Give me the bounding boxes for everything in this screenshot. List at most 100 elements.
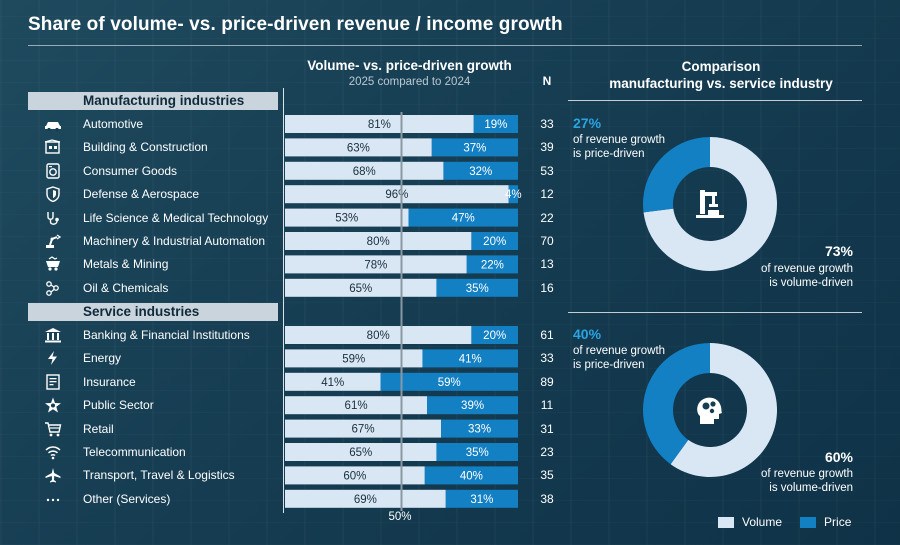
n-value-building-construction: 39: [540, 140, 554, 155]
n-value-public-sector: 11: [540, 398, 554, 413]
chart-subtitle: 2025 compared to 2024: [348, 76, 471, 88]
bar-volume-oil-chemicals: [285, 278, 437, 297]
robot-arm-icon: [42, 232, 64, 250]
bar-price-label-telecommunication: 35%: [466, 447, 489, 459]
bar-price-label-retail: 33%: [468, 424, 491, 436]
row-label-automotive: Automotive: [83, 117, 144, 131]
n-value-insurance: 89: [540, 374, 554, 389]
building-icon: [42, 138, 64, 156]
row-label-oil-chemicals: Oil & Chemicals: [83, 280, 169, 295]
bar-volume-label-transport-travel-logistics: 60%: [343, 470, 366, 482]
shopping-cart-icon: [42, 420, 64, 438]
bar-volume-label-insurance: 41%: [321, 377, 344, 389]
n-value-metals-mining: 13: [540, 257, 554, 272]
bar-price-retail: [441, 419, 518, 438]
manufacturing-volume-pct: 73%: [824, 243, 853, 259]
bar-volume-label-energy: 59%: [342, 353, 365, 365]
bar-volume-public-sector: [285, 396, 428, 415]
bar-volume-label-retail: 67%: [352, 424, 375, 436]
title-divider: [28, 45, 862, 46]
legend: Volume Price: [718, 515, 869, 529]
n-value-defense-aerospace: 12: [540, 187, 554, 202]
bar-price-label-public-sector: 39%: [461, 400, 484, 412]
bar-price-metals-mining: [466, 255, 518, 274]
bar-price-machinery-industrial-automation: [471, 232, 518, 250]
bar-volume-label-oil-chemicals: 65%: [349, 283, 372, 295]
bar-price-label-energy: 41%: [459, 353, 482, 365]
service-price-note: of revenue growth is price-driven: [573, 344, 665, 372]
row-label-life-science-medical-technology: Life Science & Medical Technology: [83, 210, 269, 225]
n-value-consumer-goods: 53: [540, 163, 554, 178]
bar-volume-metals-mining: [285, 255, 467, 274]
legend-volume-swatch: [718, 516, 734, 528]
washing-machine-icon: [42, 162, 64, 180]
bar-volume-label-public-sector: 61%: [345, 400, 368, 412]
bar-volume-automotive: [285, 115, 474, 133]
bar-price-label-banking-financial-institutions: 20%: [483, 330, 506, 342]
bar-price-public-sector: [427, 396, 518, 415]
comparison-title-line2: manufacturing vs. service industry: [609, 76, 833, 91]
bar-volume-label-other-services: 69%: [354, 494, 377, 506]
bar-volume-label-life-science-medical-technology: 53%: [335, 213, 358, 225]
bar-price-label-transport-travel-logistics: 40%: [460, 470, 483, 482]
ellipsis-icon: [42, 490, 64, 508]
donut-price-slice-service: [643, 343, 710, 465]
row-label-other-services: Other (Services): [83, 491, 171, 506]
bar-price-label-automotive: 19%: [484, 119, 507, 131]
bank-icon: [42, 326, 64, 344]
row-label-banking-financial-institutions: Banking & Financial Institutions: [83, 328, 250, 342]
section-manufacturing: Manufacturing industries: [28, 92, 278, 110]
service-volume-note-line2: is volume-driven: [769, 482, 853, 494]
bar-volume-label-consumer-goods: 68%: [353, 166, 376, 178]
bar-volume-insurance: [285, 372, 381, 391]
wifi-icon: [42, 443, 64, 461]
bar-volume-life-science-medical-technology: [285, 208, 409, 227]
bar-price-label-other-services: 31%: [470, 494, 493, 506]
bar-price-transport-travel-logistics: [424, 466, 518, 485]
manufacturing-price-note: of revenue growth is price-driven: [573, 133, 665, 161]
star-emblem-icon: [42, 396, 64, 414]
bar-price-label-metals-mining: 22%: [481, 259, 504, 271]
manufacturing-volume-note: of revenue growth is volume-driven: [733, 262, 853, 290]
bar-price-automotive: [473, 115, 518, 133]
bar-price-other-services: [445, 489, 518, 508]
service-price-note-line2: is price-driven: [573, 359, 645, 371]
service-volume-note: of revenue growth is volume-driven: [733, 467, 853, 495]
donut-volume-slice-manufacturing: [643, 137, 778, 271]
donut-volume-slice-service: [670, 343, 777, 478]
comparison-title-line1: Comparison: [681, 59, 761, 74]
bar-volume-telecommunication: [285, 443, 437, 461]
bar-volume-label-telecommunication: 65%: [349, 447, 372, 459]
row-label-machinery-industrial-automation: Machinery & Industrial Automation: [83, 234, 266, 248]
bar-volume-building-construction: [285, 138, 432, 157]
legend-volume: Volume: [718, 515, 782, 529]
bar-price-oil-chemicals: [436, 278, 518, 297]
machine-press-icon: [696, 190, 724, 218]
bar-price-label-oil-chemicals: 35%: [466, 283, 489, 295]
lightning-icon: [42, 349, 64, 367]
document-icon: [42, 373, 64, 391]
bar-price-label-machinery-industrial-automation: 20%: [483, 236, 506, 248]
bar-volume-label-building-construction: 63%: [347, 142, 370, 154]
comparison-divider-top: [568, 100, 862, 101]
n-value-other-services: 38: [540, 491, 554, 506]
head-gears-icon: [697, 397, 722, 424]
row-label-energy: Energy: [83, 351, 122, 366]
manufacturing-price-note-line2: is price-driven: [573, 148, 645, 160]
n-value-telecommunication: 23: [540, 445, 554, 459]
manufacturing-price-pct: 27%: [573, 115, 602, 131]
bar-price-defense-aerospace: [508, 185, 518, 204]
service-price-note-line1: of revenue growth: [573, 345, 666, 357]
chart-header: Volume- vs. price-driven growth 2025 com…: [283, 58, 536, 88]
chart-axis-line: [283, 88, 284, 513]
row-label-telecommunication: Telecommunication: [83, 445, 186, 459]
bar-volume-machinery-industrial-automation: [285, 232, 472, 250]
bar-price-label-life-science-medical-technology: 47%: [452, 213, 475, 225]
car-icon: [42, 115, 64, 133]
bar-volume-consumer-goods: [285, 161, 444, 180]
row-label-insurance: Insurance: [83, 374, 136, 389]
bar-volume-label-defense-aerospace: 96%: [385, 189, 408, 201]
bar-price-life-science-medical-technology: [408, 208, 518, 227]
service-price-pct: 40%: [573, 326, 602, 342]
molecule-icon: [42, 279, 64, 297]
